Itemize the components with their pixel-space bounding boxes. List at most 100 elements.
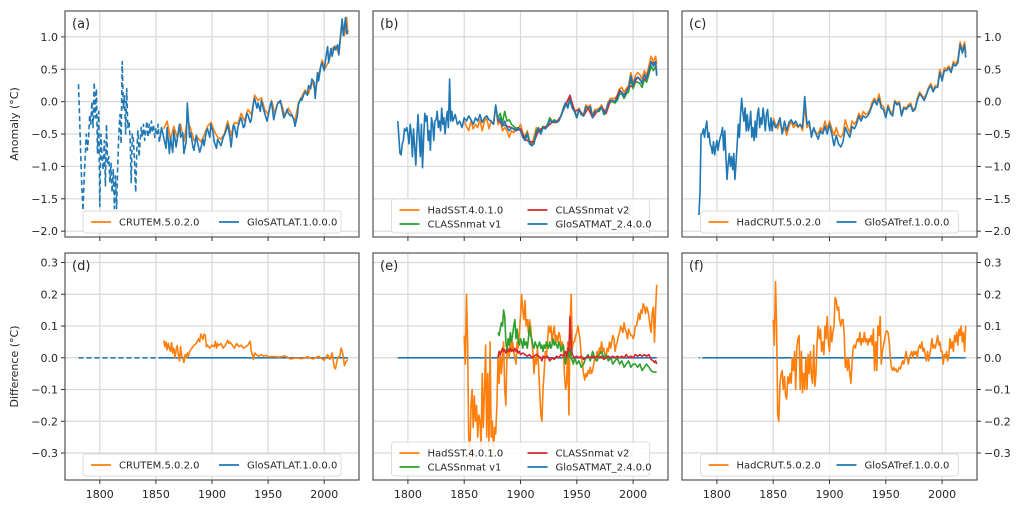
legend-entry: GloSATMAT_2.4.0.0 — [527, 463, 652, 474]
x-tick-label: 1850 — [450, 488, 478, 501]
y-tick-label: −2.0 — [31, 225, 58, 238]
panel-d: (d) −0.3 −0.2 −0.1 0.0 0.1 0.2 0.3 1800 1850 1900 1… — [8, 252, 360, 501]
legend-entry: CLASSnmat v2 — [527, 449, 630, 460]
legend-label: HadSST.4.0.1.0 — [428, 206, 504, 217]
legend-entry: CRUTEM.5.0.2.0 — [91, 461, 199, 472]
y-tick-label: 0.2 — [41, 288, 59, 301]
panel-a: (a) −2.0 −1.5 −1.0 −0.5 0.0 0.5 1.0 Anomaly (°C)… — [8, 10, 360, 241]
legend-entry: HadCRUT.5.0.2.0 — [708, 218, 821, 229]
y-tick-label: 0.0 — [41, 352, 59, 365]
legend-box — [700, 210, 959, 234]
series-line-green — [497, 309, 657, 373]
panel-label: (b) — [380, 17, 398, 32]
legend-label: CRUTEM.5.0.2.0 — [119, 461, 199, 472]
legend-entry: GloSATref.1.0.0.0 — [836, 461, 950, 472]
series-line-orange — [463, 284, 658, 461]
y-tick-label: −2.0 — [984, 225, 1011, 238]
y-tick-label: −1.0 — [984, 160, 1011, 173]
series-line-blue — [397, 60, 658, 169]
y-tick-label: −1.5 — [984, 193, 1011, 206]
y-tick-label: 0.5 — [984, 63, 1002, 76]
legend: HadSST.4.0.1.0 CLASSnmat v2 CLASSnmat v1 Gl… — [391, 441, 652, 477]
legend-entry: CLASSnmat v1 — [399, 463, 502, 474]
y-tick-label: −0.5 — [984, 128, 1011, 141]
series-line-red — [497, 315, 658, 365]
y-tick-label: 1.0 — [41, 31, 59, 44]
y-tick-label: 0.3 — [984, 257, 1002, 270]
legend-box — [82, 210, 342, 234]
legend: HadCRUT.5.0.2.0 GloSATref.1.0.0.0 — [700, 210, 959, 234]
x-tick-label: 1900 — [507, 488, 535, 501]
legend-entry: CLASSnmat v1 — [399, 220, 502, 231]
y-tick-label: −1.0 — [31, 160, 58, 173]
panel-label: (e) — [380, 259, 398, 274]
y-tick-label: −0.5 — [31, 128, 58, 141]
legend-label: HadCRUT.5.0.2.0 — [737, 218, 821, 229]
legend-box — [391, 441, 650, 477]
series-line-orange — [162, 16, 349, 143]
x-tick-label: 1850 — [142, 488, 170, 501]
y-tick-label: 0.5 — [41, 63, 59, 76]
legend: HadCRUT.5.0.2.0 GloSATref.1.0.0.0 — [700, 453, 959, 477]
series-group — [397, 284, 658, 461]
series-group — [397, 55, 658, 169]
legend-label: CLASSnmat v1 — [428, 463, 502, 474]
panel-c: (c) −2.0 −1.5 −1.0 −0.5 0.0 0.5 1.0 HadCRUT.5.0.… — [681, 10, 1011, 241]
y-axis-label: Anomaly (°C) — [8, 87, 21, 161]
y-tick-label: −0.2 — [31, 415, 58, 428]
panel-label: (a) — [72, 17, 90, 32]
x-tick-label: 2000 — [928, 488, 956, 501]
series-group — [698, 41, 967, 216]
y-axis-label: Difference (°C) — [8, 326, 21, 408]
legend-box — [82, 453, 342, 477]
y-tick-label: 0.0 — [984, 96, 1002, 109]
legend-label: HadSST.4.0.1.0 — [428, 449, 504, 460]
legend: CRUTEM.5.0.2.0 GloSATLAT.1.0.0.0 — [82, 453, 342, 477]
legend-label: GloSATLAT.1.0.0.0 — [247, 461, 337, 472]
legend-entry: HadCRUT.5.0.2.0 — [708, 461, 821, 472]
legend-entry: GloSATLAT.1.0.0.0 — [219, 461, 337, 472]
y-tick-label: −0.3 — [984, 447, 1011, 460]
y-tick-label: 1.0 — [984, 31, 1002, 44]
series-group — [698, 280, 967, 423]
legend-entry: GloSATMAT_2.4.0.0 — [527, 220, 652, 231]
legend-label: CLASSnmat v1 — [428, 220, 502, 231]
y-tick-label: 0.1 — [41, 320, 59, 333]
x-tick-label: 2000 — [619, 488, 647, 501]
y-tick-label: −0.1 — [984, 384, 1011, 397]
panel-label: (f) — [689, 259, 704, 274]
legend-entry: HadSST.4.0.1.0 — [399, 206, 504, 217]
legend: HadSST.4.0.1.0 CLASSnmat v2 CLASSnmat v1 Gl… — [391, 198, 652, 234]
legend-label: GloSATref.1.0.0.0 — [865, 461, 950, 472]
legend-entry: GloSATLAT.1.0.0.0 — [219, 218, 337, 229]
y-tick-label: −0.3 — [31, 447, 58, 460]
series-group — [78, 333, 349, 370]
y-tick-label: 0.0 — [41, 96, 59, 109]
legend-entry: GloSATref.1.0.0.0 — [836, 218, 950, 229]
x-tick-label: 2000 — [310, 488, 338, 501]
y-tick-label: 0.3 — [41, 257, 59, 270]
legend-label: HadCRUT.5.0.2.0 — [737, 461, 821, 472]
x-tick-label: 1950 — [563, 488, 591, 501]
legend-box — [391, 198, 650, 234]
series-line-blue — [698, 43, 967, 216]
x-tick-label: 1900 — [816, 488, 844, 501]
legend-label: CLASSnmat v2 — [556, 206, 630, 217]
legend-entry: CLASSnmat v2 — [527, 206, 630, 217]
series-line-blue — [77, 60, 161, 212]
legend-label: CLASSnmat v2 — [556, 449, 630, 460]
legend-entry: HadSST.4.0.1.0 — [399, 449, 504, 460]
legend: CRUTEM.5.0.2.0 GloSATLAT.1.0.0.0 — [82, 210, 342, 234]
y-tick-label: 0.0 — [984, 352, 1002, 365]
y-tick-label: −1.5 — [31, 193, 58, 206]
y-tick-label: 0.1 — [984, 320, 1002, 333]
panel-label: (c) — [689, 17, 706, 32]
legend-label: GloSATref.1.0.0.0 — [865, 218, 950, 229]
panel-f: (f) −0.3 −0.2 −0.1 0.0 0.1 0.2 0.3 1800 1850 1900 1… — [681, 252, 1011, 501]
y-tick-label: 0.2 — [984, 288, 1002, 301]
panel-label: (d) — [72, 259, 90, 274]
x-tick-label: 1850 — [759, 488, 787, 501]
x-tick-label: 1800 — [86, 488, 114, 501]
legend-label: GloSATMAT_2.4.0.0 — [556, 463, 652, 474]
